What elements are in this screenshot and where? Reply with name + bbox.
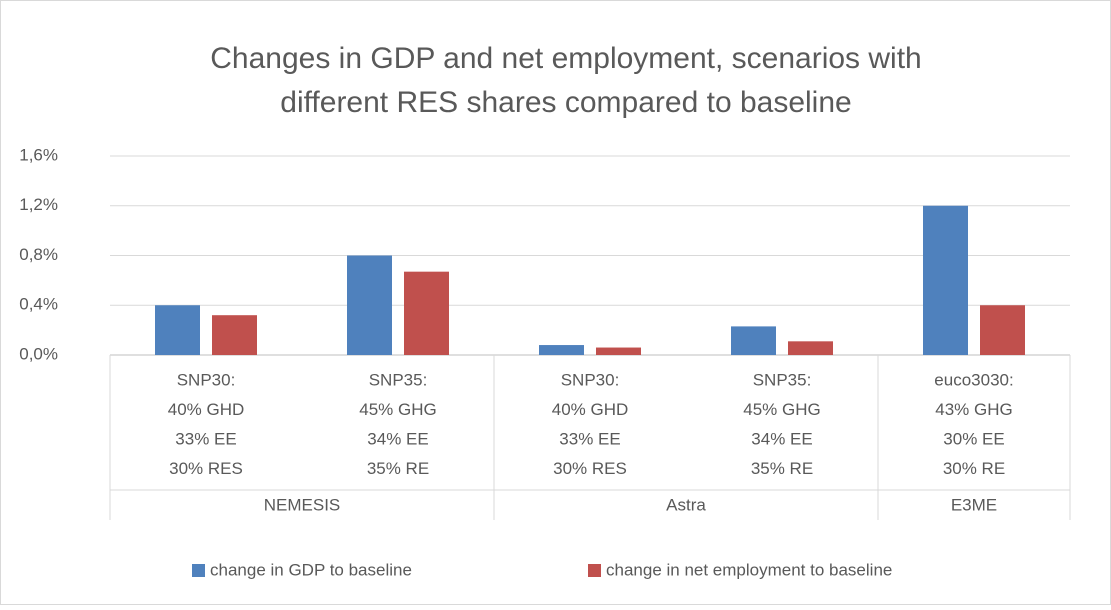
x-tick-label: euco3030: xyxy=(934,370,1013,389)
legend-swatch xyxy=(588,564,601,577)
y-tick-label: 1,2% xyxy=(19,195,58,214)
x-tick-label: 35% RE xyxy=(751,459,813,478)
group-label: Astra xyxy=(666,495,706,514)
legend-swatch xyxy=(192,564,205,577)
x-tick-label: SNP35: xyxy=(369,370,428,389)
x-tick-label: 33% EE xyxy=(559,429,620,448)
legend-label: change in net employment to baseline xyxy=(606,560,892,579)
bar xyxy=(212,315,257,355)
y-tick-label: 0,0% xyxy=(19,344,58,363)
bar xyxy=(155,305,200,355)
x-tick-label: SNP30: xyxy=(177,370,236,389)
y-tick-label: 0,4% xyxy=(19,295,58,314)
x-tick-label: SNP30: xyxy=(561,370,620,389)
x-tick-label: 30% EE xyxy=(943,429,1004,448)
x-tick-label: 30% RES xyxy=(553,459,627,478)
x-tick-label: 34% EE xyxy=(751,429,812,448)
bar xyxy=(731,326,776,355)
x-tick-label: 30% RE xyxy=(943,459,1005,478)
bar xyxy=(404,271,449,355)
bar xyxy=(596,347,641,355)
x-tick-label: 40% GHD xyxy=(552,400,629,419)
group-label: E3ME xyxy=(951,495,997,514)
y-tick-label: 0,8% xyxy=(19,245,58,264)
bar xyxy=(788,341,833,355)
x-tick-label: 30% RES xyxy=(169,459,243,478)
bar xyxy=(347,255,392,355)
x-tick-label: 34% EE xyxy=(367,429,428,448)
x-tick-label: 43% GHG xyxy=(935,400,1012,419)
bar xyxy=(980,305,1025,355)
bar xyxy=(923,205,968,355)
x-tick-label: 35% RE xyxy=(367,459,429,478)
y-tick-label: 1,6% xyxy=(19,145,58,164)
chart-title: Changes in GDP and net employment, scena… xyxy=(210,42,922,75)
chart-title: different RES shares compared to baselin… xyxy=(280,86,851,119)
group-label: NEMESIS xyxy=(264,495,341,514)
x-tick-label: SNP35: xyxy=(753,370,812,389)
x-tick-label: 45% GHG xyxy=(743,400,820,419)
x-tick-label: 40% GHD xyxy=(168,400,245,419)
x-tick-label: 33% EE xyxy=(175,429,236,448)
x-tick-label: 45% GHG xyxy=(359,400,436,419)
bar xyxy=(539,345,584,355)
legend-label: change in GDP to baseline xyxy=(210,560,412,579)
